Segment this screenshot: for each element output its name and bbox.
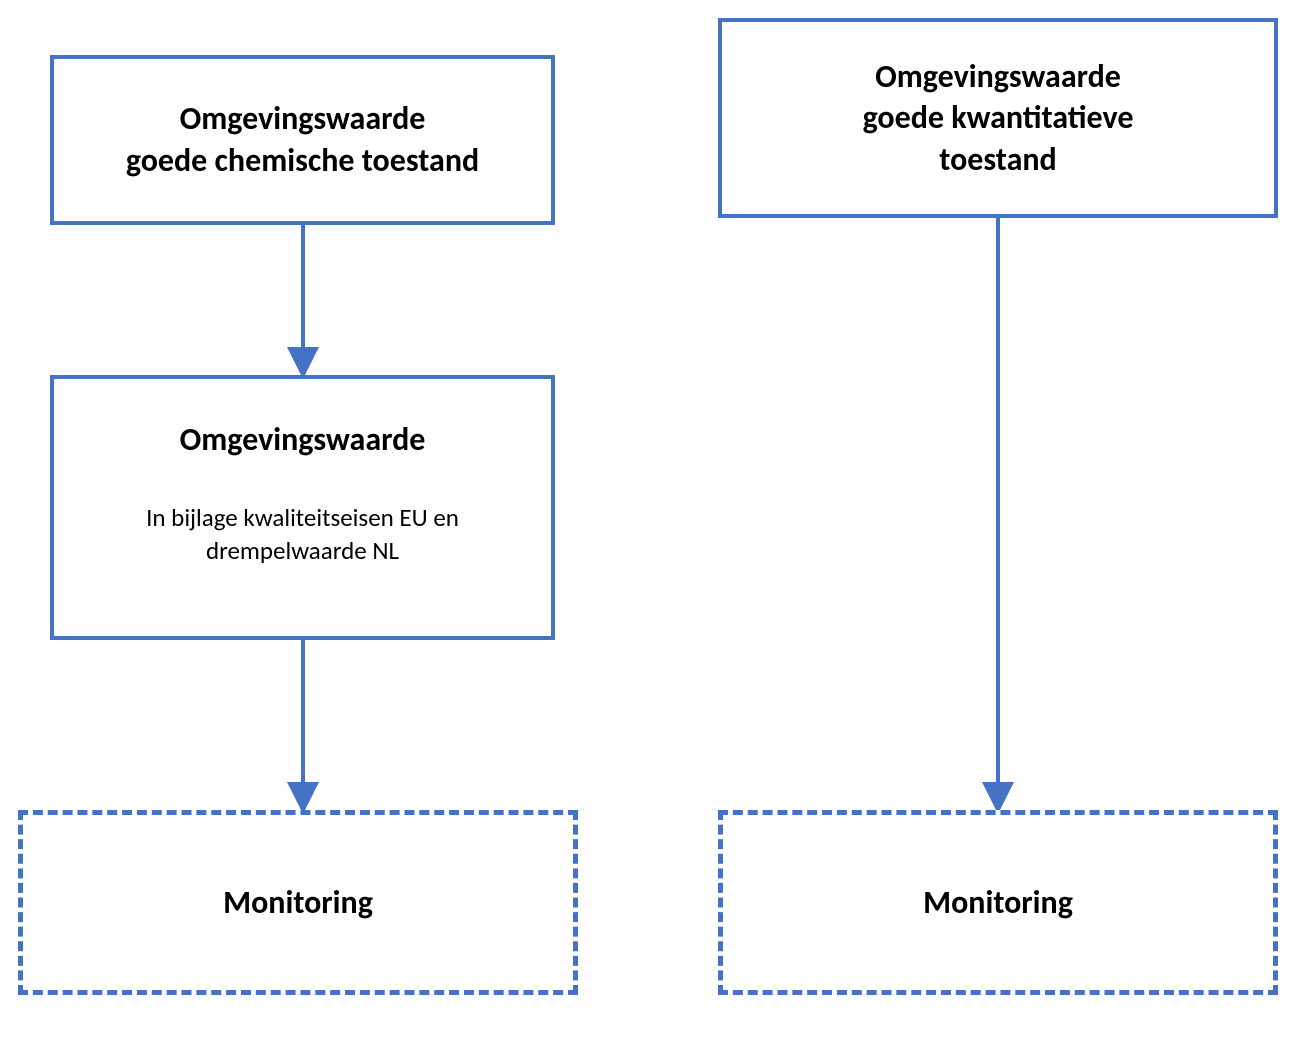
node-left-top-line2: goede chemische toestand: [126, 141, 479, 180]
node-left-top-title: Omgevingswaarde goede chemische toestand: [126, 98, 479, 181]
node-left-mid: Omgevingswaarde In bijlage kwaliteitseis…: [50, 375, 555, 640]
node-right-bottom: Monitoring: [718, 810, 1278, 995]
node-left-mid-title: Omgevingswaarde: [180, 419, 426, 461]
node-right-top-line2: goede kwantitatieve: [863, 98, 1134, 137]
arrow-left-mid-to-bottom: [283, 640, 323, 810]
node-left-bottom: Monitoring: [18, 810, 578, 995]
node-right-top: Omgevingswaarde goede kwantitatieve toes…: [718, 18, 1278, 218]
node-left-mid-sub1: In bijlage kwaliteitseisen EU en: [146, 502, 459, 533]
arrow-right-top-to-bottom: [978, 218, 1018, 810]
node-right-bottom-title: Monitoring: [923, 882, 1073, 924]
node-left-top: Omgevingswaarde goede chemische toestand: [50, 55, 555, 225]
node-left-mid-subtitle: In bijlage kwaliteitseisen EU en drempel…: [146, 501, 459, 569]
node-left-top-line1: Omgevingswaarde: [180, 99, 426, 138]
node-left-mid-sub2: drempelwaarde NL: [206, 535, 399, 566]
node-left-bottom-title: Monitoring: [223, 882, 373, 924]
node-right-top-title: Omgevingswaarde goede kwantitatieve toes…: [863, 56, 1134, 181]
node-right-top-line3: toestand: [939, 140, 1056, 179]
node-right-top-line1: Omgevingswaarde: [875, 57, 1121, 96]
arrow-left-top-to-mid: [283, 225, 323, 375]
